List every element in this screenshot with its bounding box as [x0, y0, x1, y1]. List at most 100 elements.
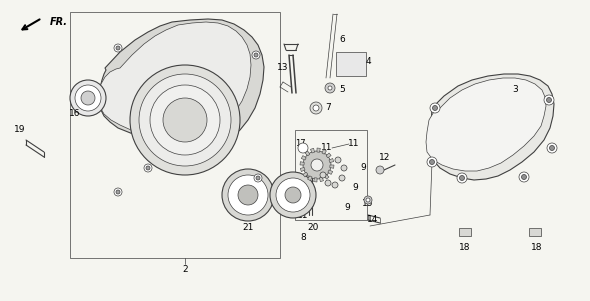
- Polygon shape: [303, 172, 308, 177]
- Polygon shape: [320, 177, 323, 182]
- Circle shape: [116, 190, 120, 194]
- Circle shape: [150, 85, 220, 155]
- Text: 17: 17: [294, 138, 305, 147]
- Circle shape: [163, 98, 207, 142]
- Polygon shape: [98, 22, 251, 141]
- Bar: [70, 12, 280, 258]
- Polygon shape: [314, 178, 317, 182]
- Polygon shape: [426, 78, 546, 171]
- Polygon shape: [324, 174, 329, 179]
- Polygon shape: [301, 156, 306, 160]
- Circle shape: [270, 172, 316, 218]
- Circle shape: [313, 105, 319, 111]
- Circle shape: [228, 175, 268, 215]
- Circle shape: [427, 157, 437, 167]
- Circle shape: [325, 83, 335, 93]
- Text: FR.: FR.: [50, 17, 68, 27]
- Text: 13: 13: [277, 64, 289, 73]
- Circle shape: [303, 151, 331, 179]
- Text: 3: 3: [512, 85, 518, 95]
- Text: 21: 21: [242, 224, 254, 232]
- Circle shape: [341, 165, 347, 171]
- Circle shape: [364, 196, 372, 204]
- Circle shape: [139, 74, 231, 166]
- Circle shape: [457, 173, 467, 183]
- Text: 9: 9: [344, 203, 350, 212]
- Polygon shape: [310, 148, 314, 153]
- Text: 14: 14: [368, 216, 379, 225]
- Polygon shape: [326, 153, 331, 158]
- Circle shape: [75, 85, 101, 111]
- Circle shape: [339, 175, 345, 181]
- Circle shape: [544, 95, 554, 105]
- Polygon shape: [305, 151, 310, 156]
- Circle shape: [549, 145, 555, 150]
- Circle shape: [238, 185, 258, 205]
- Polygon shape: [307, 176, 312, 181]
- Text: 7: 7: [325, 104, 331, 113]
- Circle shape: [310, 102, 322, 114]
- Text: 9: 9: [352, 184, 358, 193]
- Circle shape: [547, 143, 557, 153]
- Circle shape: [546, 98, 552, 103]
- Circle shape: [430, 160, 434, 165]
- Circle shape: [311, 159, 323, 171]
- Circle shape: [256, 176, 260, 180]
- Circle shape: [146, 166, 150, 170]
- Polygon shape: [329, 159, 334, 163]
- Polygon shape: [300, 168, 305, 172]
- Circle shape: [325, 180, 331, 186]
- Circle shape: [130, 65, 240, 175]
- Circle shape: [332, 182, 338, 188]
- Circle shape: [276, 178, 310, 212]
- Circle shape: [285, 187, 301, 203]
- Text: 18: 18: [531, 244, 543, 253]
- Polygon shape: [317, 148, 320, 152]
- Circle shape: [519, 172, 529, 182]
- Text: 19: 19: [14, 126, 26, 135]
- Bar: [529, 228, 541, 236]
- Text: 6: 6: [339, 36, 345, 45]
- Circle shape: [376, 166, 384, 174]
- Text: 10: 10: [299, 200, 310, 209]
- Text: 12: 12: [379, 154, 391, 163]
- Bar: [336, 52, 366, 76]
- Circle shape: [144, 164, 152, 172]
- Circle shape: [432, 105, 438, 110]
- Circle shape: [522, 175, 526, 179]
- Circle shape: [254, 53, 258, 57]
- Circle shape: [254, 174, 262, 182]
- Bar: [295, 130, 367, 220]
- Polygon shape: [328, 170, 333, 175]
- Text: 11: 11: [321, 144, 333, 153]
- Polygon shape: [330, 165, 334, 168]
- Text: 4: 4: [365, 57, 371, 67]
- Text: 16: 16: [69, 108, 81, 117]
- Circle shape: [320, 172, 326, 178]
- Circle shape: [430, 103, 440, 113]
- Circle shape: [460, 175, 464, 181]
- Text: 9: 9: [360, 163, 366, 172]
- Text: 8: 8: [300, 234, 306, 243]
- Text: 5: 5: [339, 85, 345, 95]
- Circle shape: [114, 44, 122, 52]
- Circle shape: [252, 51, 260, 59]
- Bar: [459, 228, 471, 236]
- Circle shape: [81, 91, 95, 105]
- Text: 15: 15: [362, 198, 373, 207]
- Polygon shape: [430, 74, 554, 180]
- Polygon shape: [322, 149, 326, 154]
- Circle shape: [298, 143, 308, 153]
- Circle shape: [328, 86, 332, 90]
- Circle shape: [222, 169, 274, 221]
- Text: 11: 11: [348, 139, 360, 148]
- Text: 20: 20: [307, 224, 319, 232]
- Circle shape: [114, 188, 122, 196]
- Polygon shape: [99, 19, 264, 148]
- Text: 2: 2: [182, 265, 188, 275]
- Circle shape: [116, 46, 120, 50]
- Circle shape: [335, 157, 341, 163]
- Circle shape: [70, 80, 106, 116]
- Text: 11: 11: [297, 210, 309, 219]
- Text: 18: 18: [459, 244, 471, 253]
